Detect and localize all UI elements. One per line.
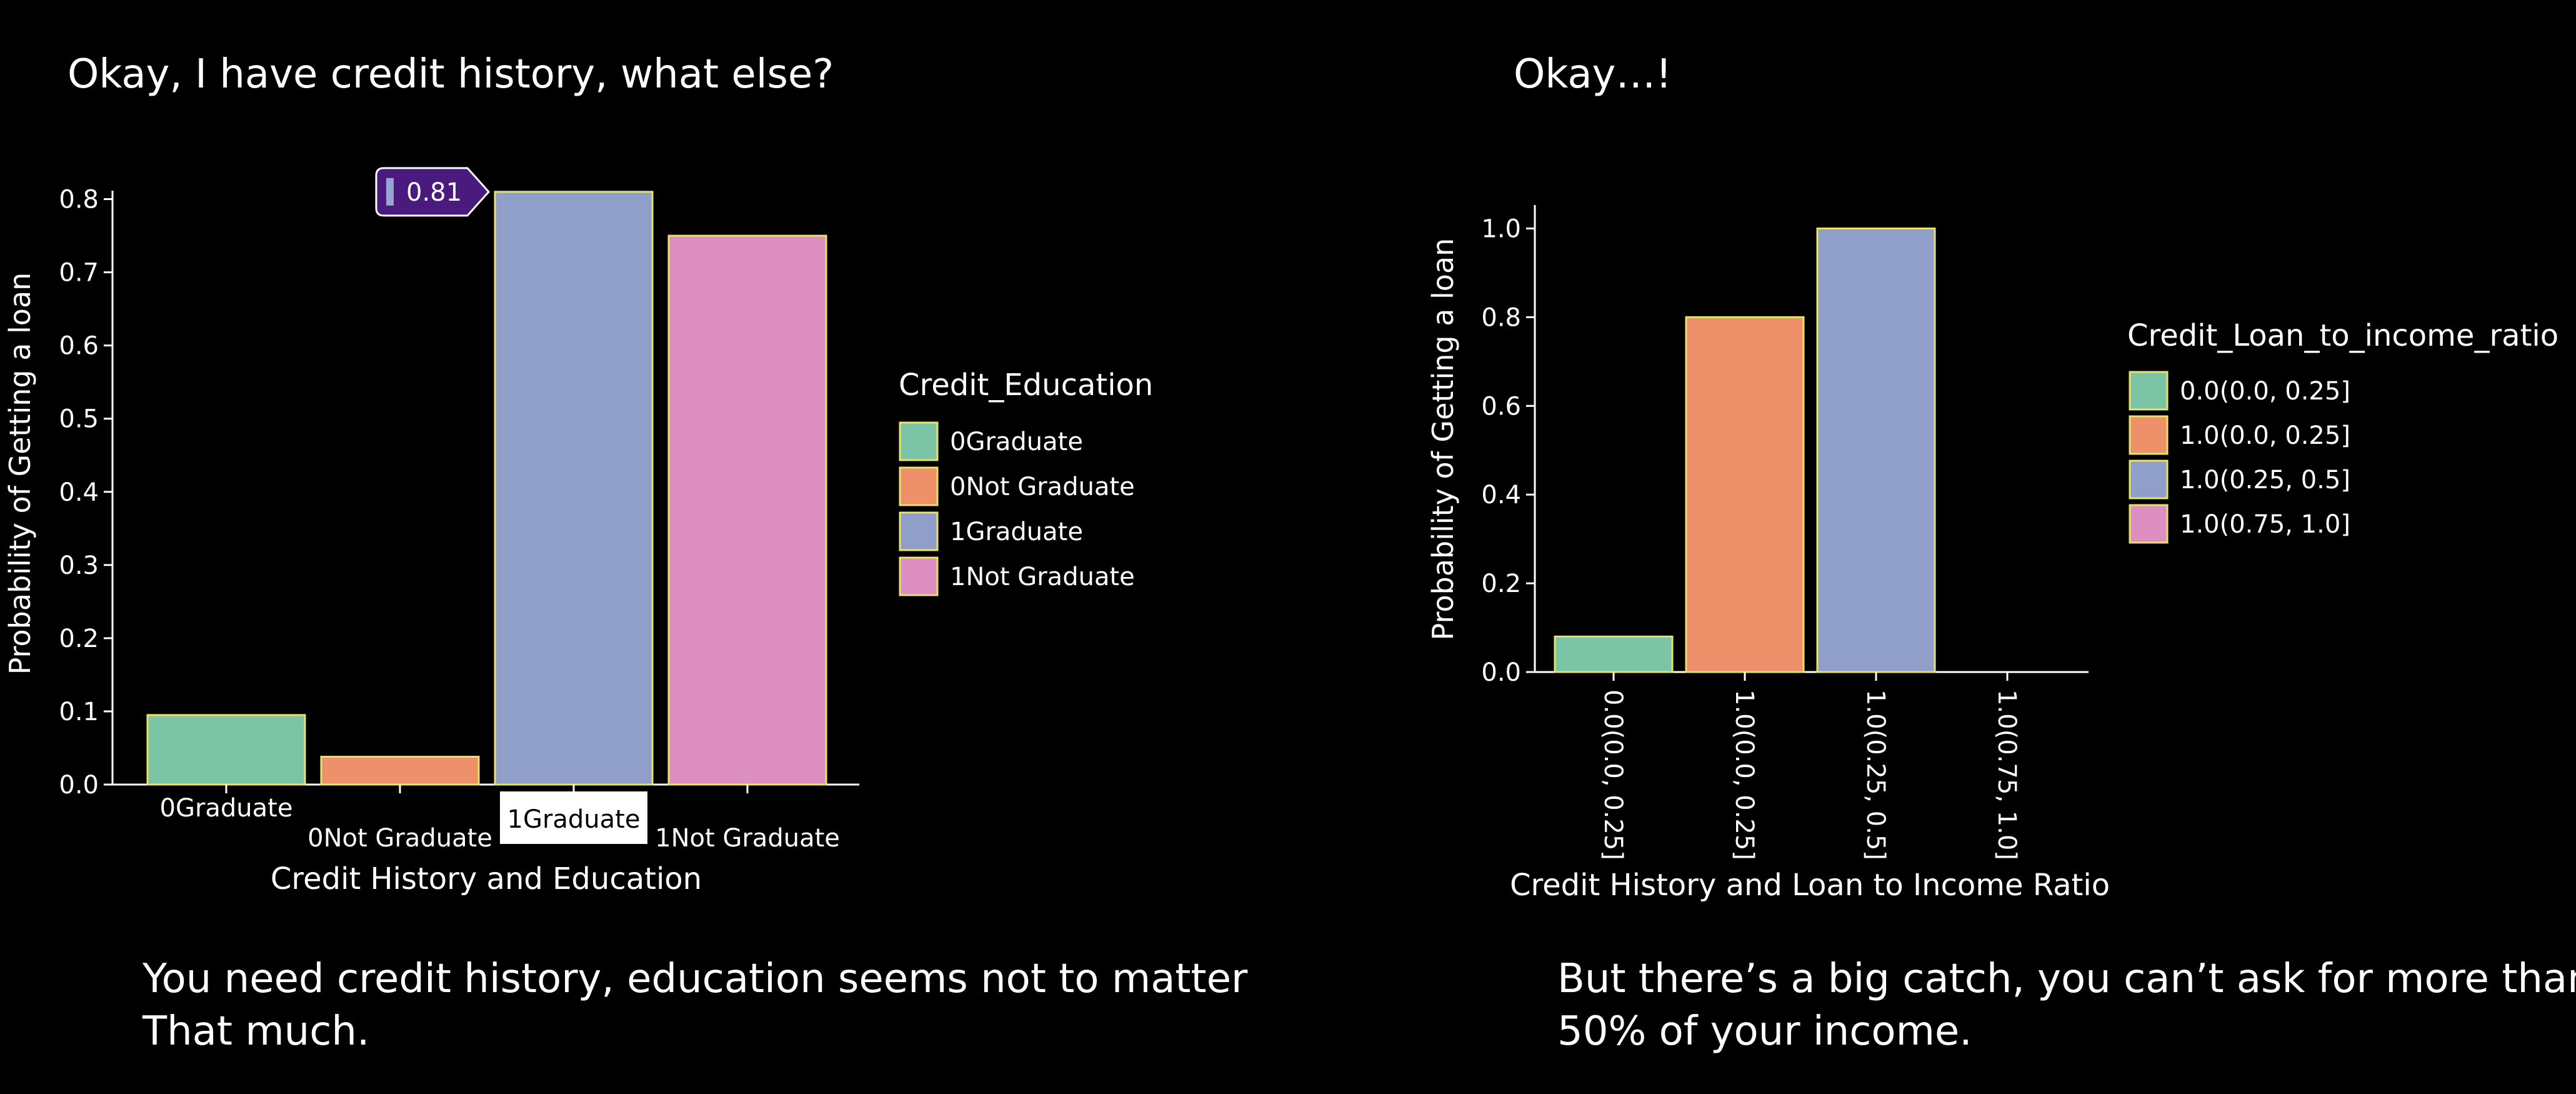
left-x-tick-label: 0Not Graduate <box>307 824 492 853</box>
right-y-tick-label: 0.8 <box>1481 303 1521 332</box>
left-legend-swatch-4 <box>899 556 939 596</box>
left-legend-swatch-2 <box>899 466 939 506</box>
left-legend-label-3: 1Graduate <box>950 518 1083 546</box>
right-legend-label-2: 1.0(0.0, 0.25] <box>2180 421 2350 450</box>
left-tooltip-value: 0.81 <box>406 178 462 207</box>
right-y-tick-label: 0.0 <box>1481 658 1521 687</box>
left-legend-label-4: 1Not Graduate <box>950 563 1135 591</box>
right-bar-2 <box>1685 316 1805 673</box>
right-legend-swatch-2 <box>2129 415 2169 455</box>
left-tooltip-series-marker <box>386 178 394 206</box>
left-caption-line-2: That much. <box>142 1008 370 1055</box>
left-y-tick-label: 0.2 <box>59 625 99 653</box>
left-tooltip-box <box>375 167 491 217</box>
right-y-axis-label: Probability of Getting a loan <box>1426 238 1460 641</box>
left-y-tick-label: 0.1 <box>59 698 99 726</box>
left-y-axis-label: Probability of Getting a loan <box>3 273 37 675</box>
left-caption: You need credit history, education seems… <box>142 953 1247 1058</box>
right-legend-label-3: 1.0(0.25, 0.5] <box>2180 466 2350 494</box>
right-legend-label-1: 0.0(0.0, 0.25] <box>2180 377 2350 406</box>
left-bar-4 <box>667 234 827 786</box>
left-y-tick-label: 0.3 <box>59 551 99 580</box>
right-y-tick-label: 1.0 <box>1481 214 1521 243</box>
left-x-tick-highlight <box>500 791 647 844</box>
left-y-tick-label: 0.0 <box>59 771 99 800</box>
right-legend-swatch-4 <box>2129 504 2169 544</box>
right-caption-line-1: But there’s a big catch, you can’t ask f… <box>1557 956 2576 1002</box>
left-y-tick-label: 0.6 <box>59 332 99 361</box>
left-slide-title: Okay, I have credit history, what else? <box>67 51 834 98</box>
left-x-tick-label: 0Graduate <box>160 794 293 823</box>
left-x-tick-label: 1Graduate <box>507 805 641 834</box>
right-x-tick-label: 1.0(0.25, 0.5] <box>1861 690 1890 860</box>
right-caption: But there’s a big catch, you can’t ask f… <box>1557 953 2576 1058</box>
left-x-tick-label: 1Not Graduate <box>655 824 840 853</box>
right-x-tick-label: 0.0(0.0, 0.25] <box>1599 690 1627 860</box>
left-legend-label-1: 0Graduate <box>950 428 1083 456</box>
left-y-tick-label: 0.7 <box>59 259 99 288</box>
right-caption-line-2: 50% of your income. <box>1557 1008 1972 1055</box>
left-legend-swatch-3 <box>899 511 939 551</box>
left-y-tick-label: 0.8 <box>59 186 99 214</box>
right-x-tick-label: 1.0(0.75, 1.0] <box>1992 690 2021 860</box>
left-x-axis-label: Credit History and Education <box>271 861 702 896</box>
right-slide-title: Okay…! <box>1514 51 1672 98</box>
right-y-tick-label: 0.4 <box>1481 481 1521 509</box>
left-bar-2 <box>320 756 480 786</box>
right-y-tick-label: 0.2 <box>1481 570 1521 598</box>
left-bar-3 <box>494 191 654 786</box>
left-legend-label-2: 0Not Graduate <box>950 473 1135 501</box>
left-y-tick-label: 0.4 <box>59 478 99 507</box>
right-x-tick-label: 1.0(0.0, 0.25] <box>1730 690 1759 860</box>
left-legend-swatch-1 <box>899 421 939 461</box>
right-legend-title: Credit_Loan_to_income_ratio <box>2127 318 2559 353</box>
right-y-tick-label: 0.6 <box>1481 392 1521 421</box>
right-bar-1 <box>1554 635 1674 673</box>
right-legend-swatch-3 <box>2129 459 2169 499</box>
left-bar-1 <box>146 714 306 786</box>
left-caption-line-1: You need credit history, education seems… <box>142 956 1248 1002</box>
right-legend-swatch-1 <box>2129 371 2169 411</box>
left-legend-title: Credit_Education <box>899 368 1153 403</box>
left-y-tick-label: 0.5 <box>59 405 99 434</box>
right-legend-label-4: 1.0(0.75, 1.0] <box>2180 510 2350 539</box>
right-bar-3 <box>1816 227 1936 673</box>
right-x-axis-label: Credit History and Loan to Income Ratio <box>1510 868 2110 903</box>
